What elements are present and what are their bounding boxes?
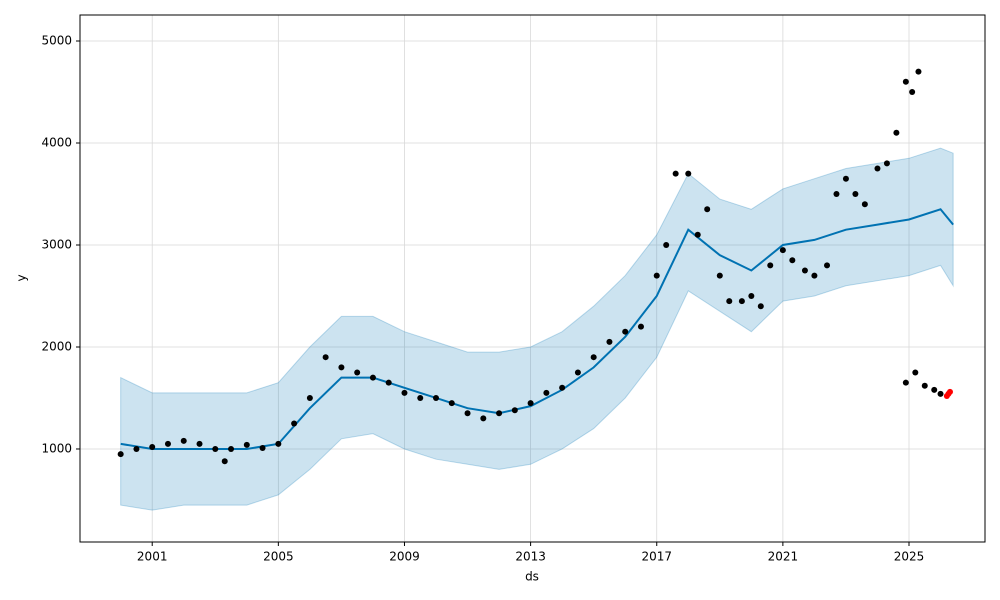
observed-point: [606, 338, 613, 345]
observed-point: [590, 354, 597, 361]
observed-point: [275, 440, 282, 447]
x-axis-label: ds: [525, 570, 539, 584]
observed-point: [149, 443, 156, 450]
observed-point: [259, 444, 266, 451]
observed-point: [716, 272, 723, 279]
x-tick-label: 2001: [137, 550, 168, 564]
observed-point: [133, 445, 140, 452]
observed-point: [433, 394, 440, 401]
observed-point: [842, 175, 849, 182]
observed-point: [852, 190, 859, 197]
observed-point: [322, 354, 329, 361]
x-tick-label: 2021: [768, 550, 799, 564]
observed-point: [915, 68, 922, 75]
observed-point: [212, 445, 219, 452]
plot-frame: [79, 14, 986, 543]
observed-point: [180, 437, 187, 444]
uncertainty-band: [120, 147, 954, 511]
y-tick-label: 1000: [41, 441, 72, 455]
observed-point: [291, 420, 298, 427]
observed-point: [511, 407, 518, 414]
observed-point: [480, 415, 487, 422]
observed-point: [243, 441, 250, 448]
observed-point: [228, 445, 235, 452]
observed-point: [574, 369, 581, 376]
observed-point: [401, 389, 408, 396]
observed-point: [385, 379, 392, 386]
observed-point: [559, 384, 566, 391]
y-tick-label: 4000: [41, 136, 72, 150]
x-tick-label: 2017: [641, 550, 672, 564]
observed-point: [789, 257, 796, 264]
observed-point: [685, 170, 692, 177]
observed-point: [464, 410, 471, 417]
observed-point: [622, 328, 629, 335]
observed-point: [496, 410, 503, 417]
observed-point: [543, 389, 550, 396]
observed-point: [694, 231, 701, 238]
observed-point: [738, 298, 745, 305]
observed-point: [921, 382, 928, 389]
y-tick-label: 2000: [41, 339, 72, 353]
y-axis-label: y: [15, 274, 29, 281]
observed-point: [637, 323, 644, 330]
observed-point: [369, 374, 376, 381]
observed-point: [448, 400, 455, 407]
x-tick-label: 2013: [515, 550, 546, 564]
observed-point: [672, 170, 679, 177]
observed-point: [833, 190, 840, 197]
observed-point: [909, 89, 916, 96]
observed-point: [653, 272, 660, 279]
x-tick-label: 2005: [263, 550, 294, 564]
observed-point: [527, 400, 534, 407]
observed-point: [354, 369, 361, 376]
observed-point: [902, 78, 909, 85]
observed-point: [801, 267, 808, 274]
observed-point: [338, 364, 345, 371]
observed-point: [861, 201, 868, 208]
observed-point: [757, 303, 764, 310]
observed-point: [417, 394, 424, 401]
x-tick-label: 2009: [389, 550, 420, 564]
observed-point: [893, 129, 900, 136]
plot-area: [80, 15, 985, 542]
y-tick-label: 5000: [41, 34, 72, 48]
observed-point: [883, 160, 890, 167]
highlight-point: [946, 388, 953, 395]
observed-point: [306, 394, 313, 401]
observed-point: [196, 440, 203, 447]
observed-point: [811, 272, 818, 279]
observed-point: [912, 369, 919, 376]
observed-point: [937, 390, 944, 397]
x-tick-label: 2025: [894, 550, 925, 564]
observed-point: [902, 379, 909, 386]
observed-point: [117, 451, 124, 458]
observed-point: [931, 386, 938, 393]
observed-point: [767, 262, 774, 269]
observed-point: [824, 262, 831, 269]
observed-point: [779, 247, 786, 254]
observed-point: [704, 206, 711, 213]
observed-point: [726, 298, 733, 305]
observed-point: [164, 440, 171, 447]
observed-point: [663, 241, 670, 248]
observed-point: [874, 165, 881, 172]
y-tick-label: 3000: [41, 237, 72, 251]
observed-point: [748, 292, 755, 299]
observed-point: [221, 458, 228, 465]
